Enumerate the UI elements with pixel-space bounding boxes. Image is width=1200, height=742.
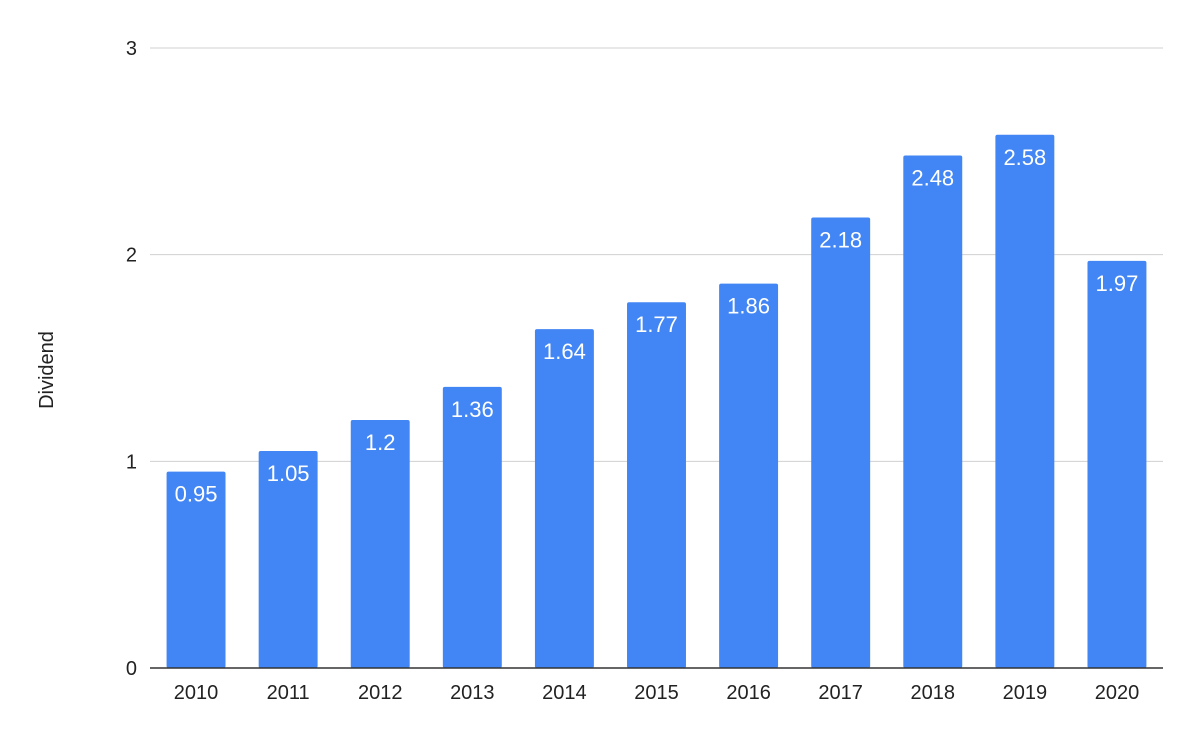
bars-layer xyxy=(166,134,1147,669)
data-label: 2.18 xyxy=(819,227,862,252)
data-label: 2.58 xyxy=(1003,145,1046,170)
x-tick-label: 2015 xyxy=(634,682,679,704)
bar-2019[interactable] xyxy=(995,134,1055,669)
x-tick-label: 2011 xyxy=(267,682,310,704)
x-tick-label: 2016 xyxy=(726,682,771,704)
x-tick-label: 2014 xyxy=(542,682,587,704)
data-label: 1.64 xyxy=(543,339,586,364)
bar-2015[interactable] xyxy=(627,302,686,668)
x-tick-label: 2018 xyxy=(911,682,956,704)
data-label: 0.95 xyxy=(175,482,218,507)
x-tick-label: 2010 xyxy=(174,682,219,704)
bar-2016[interactable] xyxy=(719,283,779,668)
bar-2017[interactable] xyxy=(811,217,871,668)
bar-2010[interactable] xyxy=(166,471,226,668)
bar-2012[interactable] xyxy=(350,420,410,668)
data-label: 2.48 xyxy=(911,165,954,190)
y-tick-label: 2 xyxy=(126,245,137,267)
x-tick-label: 2020 xyxy=(1095,682,1140,704)
x-tick-label: 2017 xyxy=(818,682,863,704)
x-tick-label: 2019 xyxy=(1003,682,1048,704)
data-label: 1.2 xyxy=(365,430,396,455)
data-label: 1.97 xyxy=(1096,271,1139,296)
y-tick-label: 0 xyxy=(126,658,137,680)
y-axis-title: Dividend xyxy=(36,331,58,409)
y-tick-label: 1 xyxy=(126,451,137,473)
x-tick-label: 2012 xyxy=(358,682,403,704)
bar-2018[interactable] xyxy=(903,155,963,668)
data-label: 1.05 xyxy=(267,461,310,486)
bar-2013[interactable] xyxy=(442,386,502,668)
data-label: 1.86 xyxy=(727,294,770,319)
labels-layer: 0 1 2 3 0.95 2010 1.05 2011 1.2 2012 1.36 2013 1.64 2… xyxy=(126,38,1163,704)
x-tick-label: 2013 xyxy=(450,682,495,704)
bar-2011[interactable] xyxy=(258,451,318,668)
y-tick-label: 3 xyxy=(126,38,137,60)
data-label: 1.77 xyxy=(635,312,678,337)
bar-2020[interactable] xyxy=(1087,260,1147,668)
data-label: 1.36 xyxy=(451,397,494,422)
bar-2014[interactable] xyxy=(534,329,594,668)
